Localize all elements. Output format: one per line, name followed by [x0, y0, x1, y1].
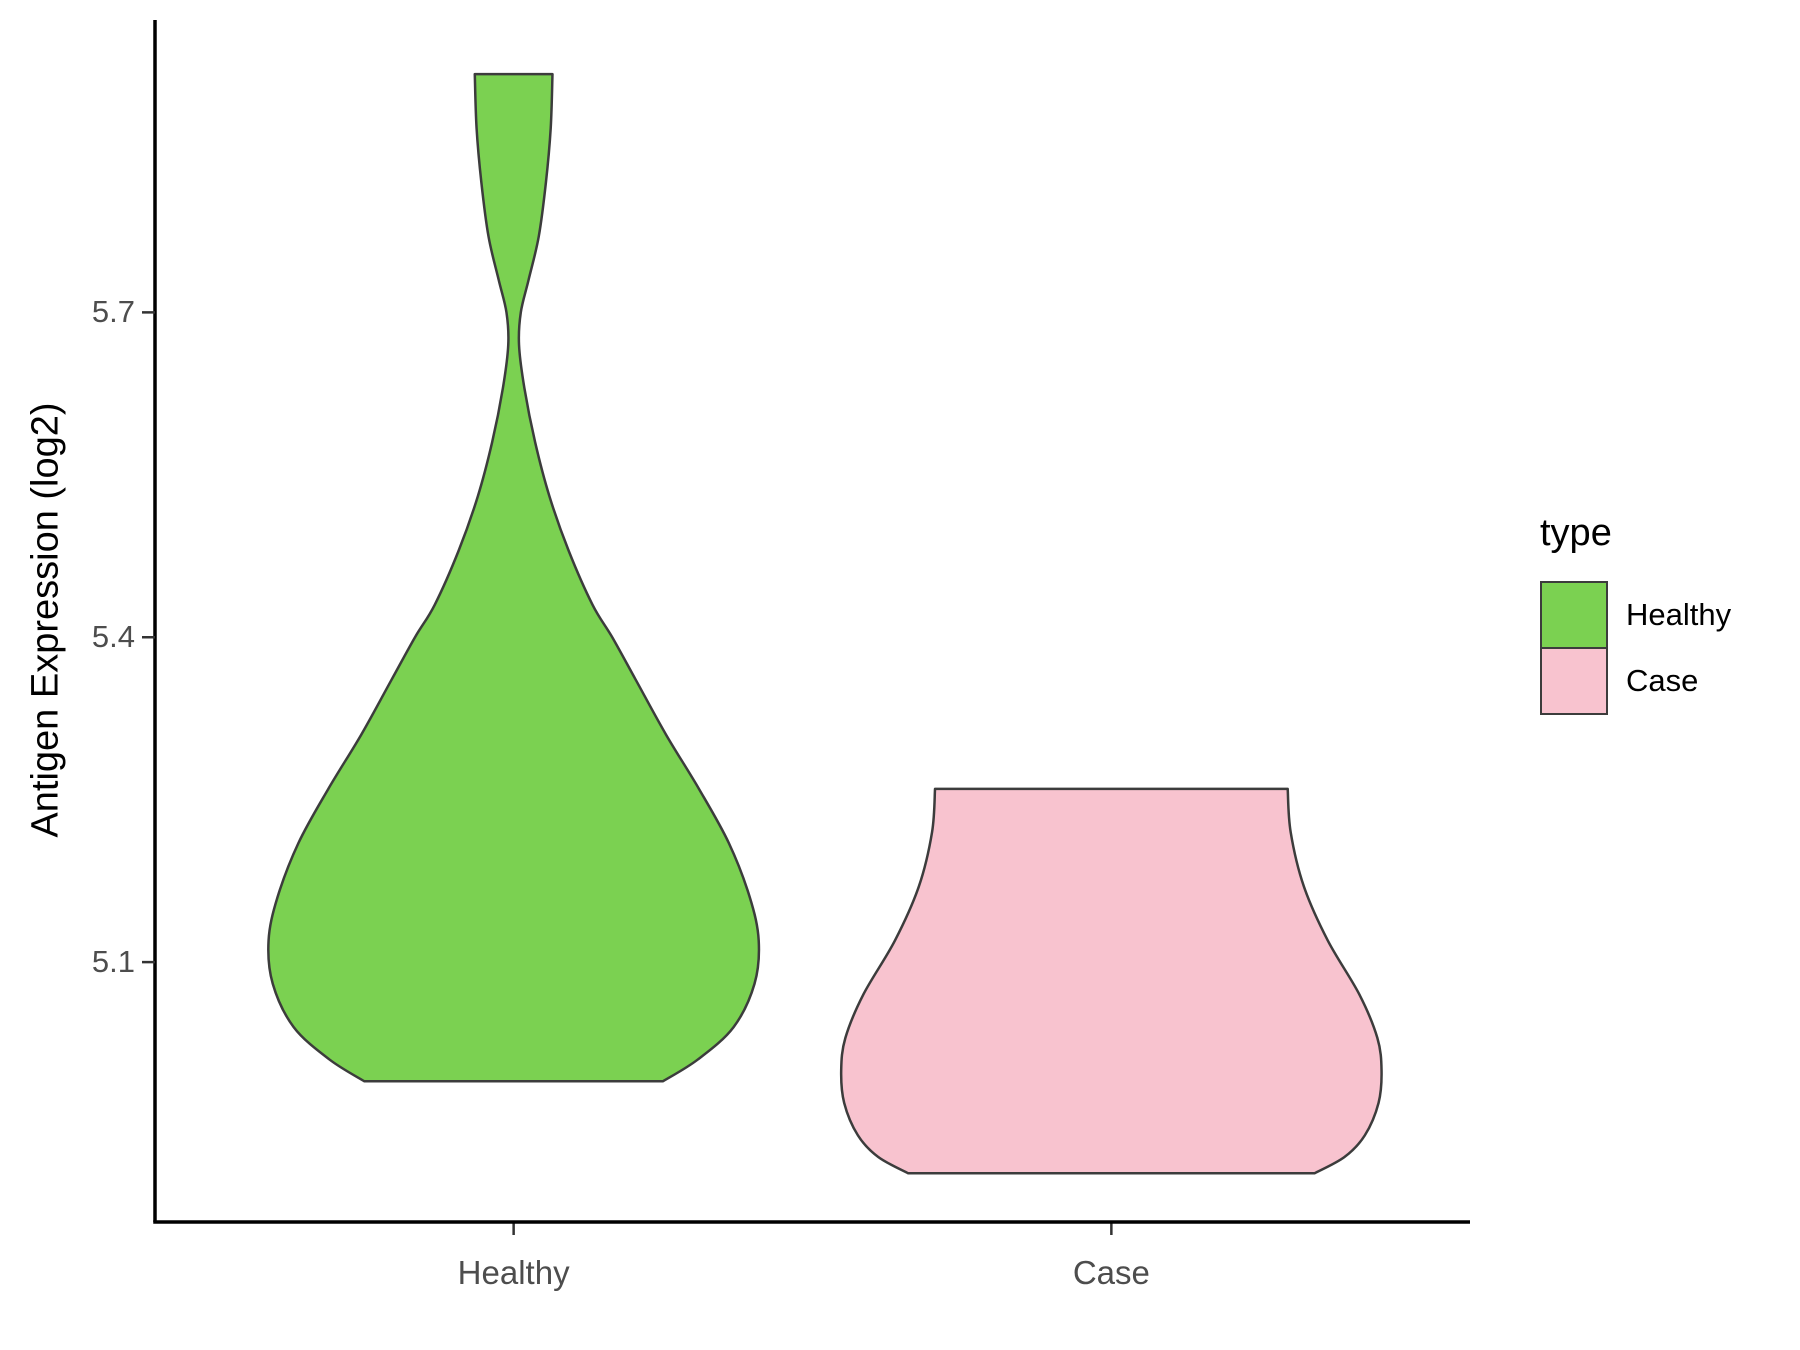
legend-label: Case	[1626, 663, 1699, 698]
legend-entries: Healthy Case	[1540, 581, 1731, 715]
legend-entry-case: Case	[1540, 647, 1731, 715]
y-tick-label: 5.4	[91, 619, 135, 655]
y-axis-title: Antigen Expression (log2)	[24, 402, 67, 838]
x-tick-label-case: Case	[1072, 1254, 1150, 1291]
violin-case	[839, 787, 1383, 1175]
legend-key-case	[1540, 647, 1608, 715]
legend-entry-healthy: Healthy	[1540, 581, 1731, 649]
legend: type Healthy Case	[1540, 512, 1731, 715]
legend-key-healthy	[1540, 581, 1608, 649]
legend-label: Healthy	[1626, 597, 1732, 632]
violin-healthy	[267, 72, 761, 1083]
legend-title: type	[1540, 512, 1612, 554]
x-tick-label-healthy: Healthy	[457, 1254, 570, 1291]
y-tick-label: 5.1	[91, 944, 135, 980]
y-tick-label: 5.7	[91, 294, 135, 330]
